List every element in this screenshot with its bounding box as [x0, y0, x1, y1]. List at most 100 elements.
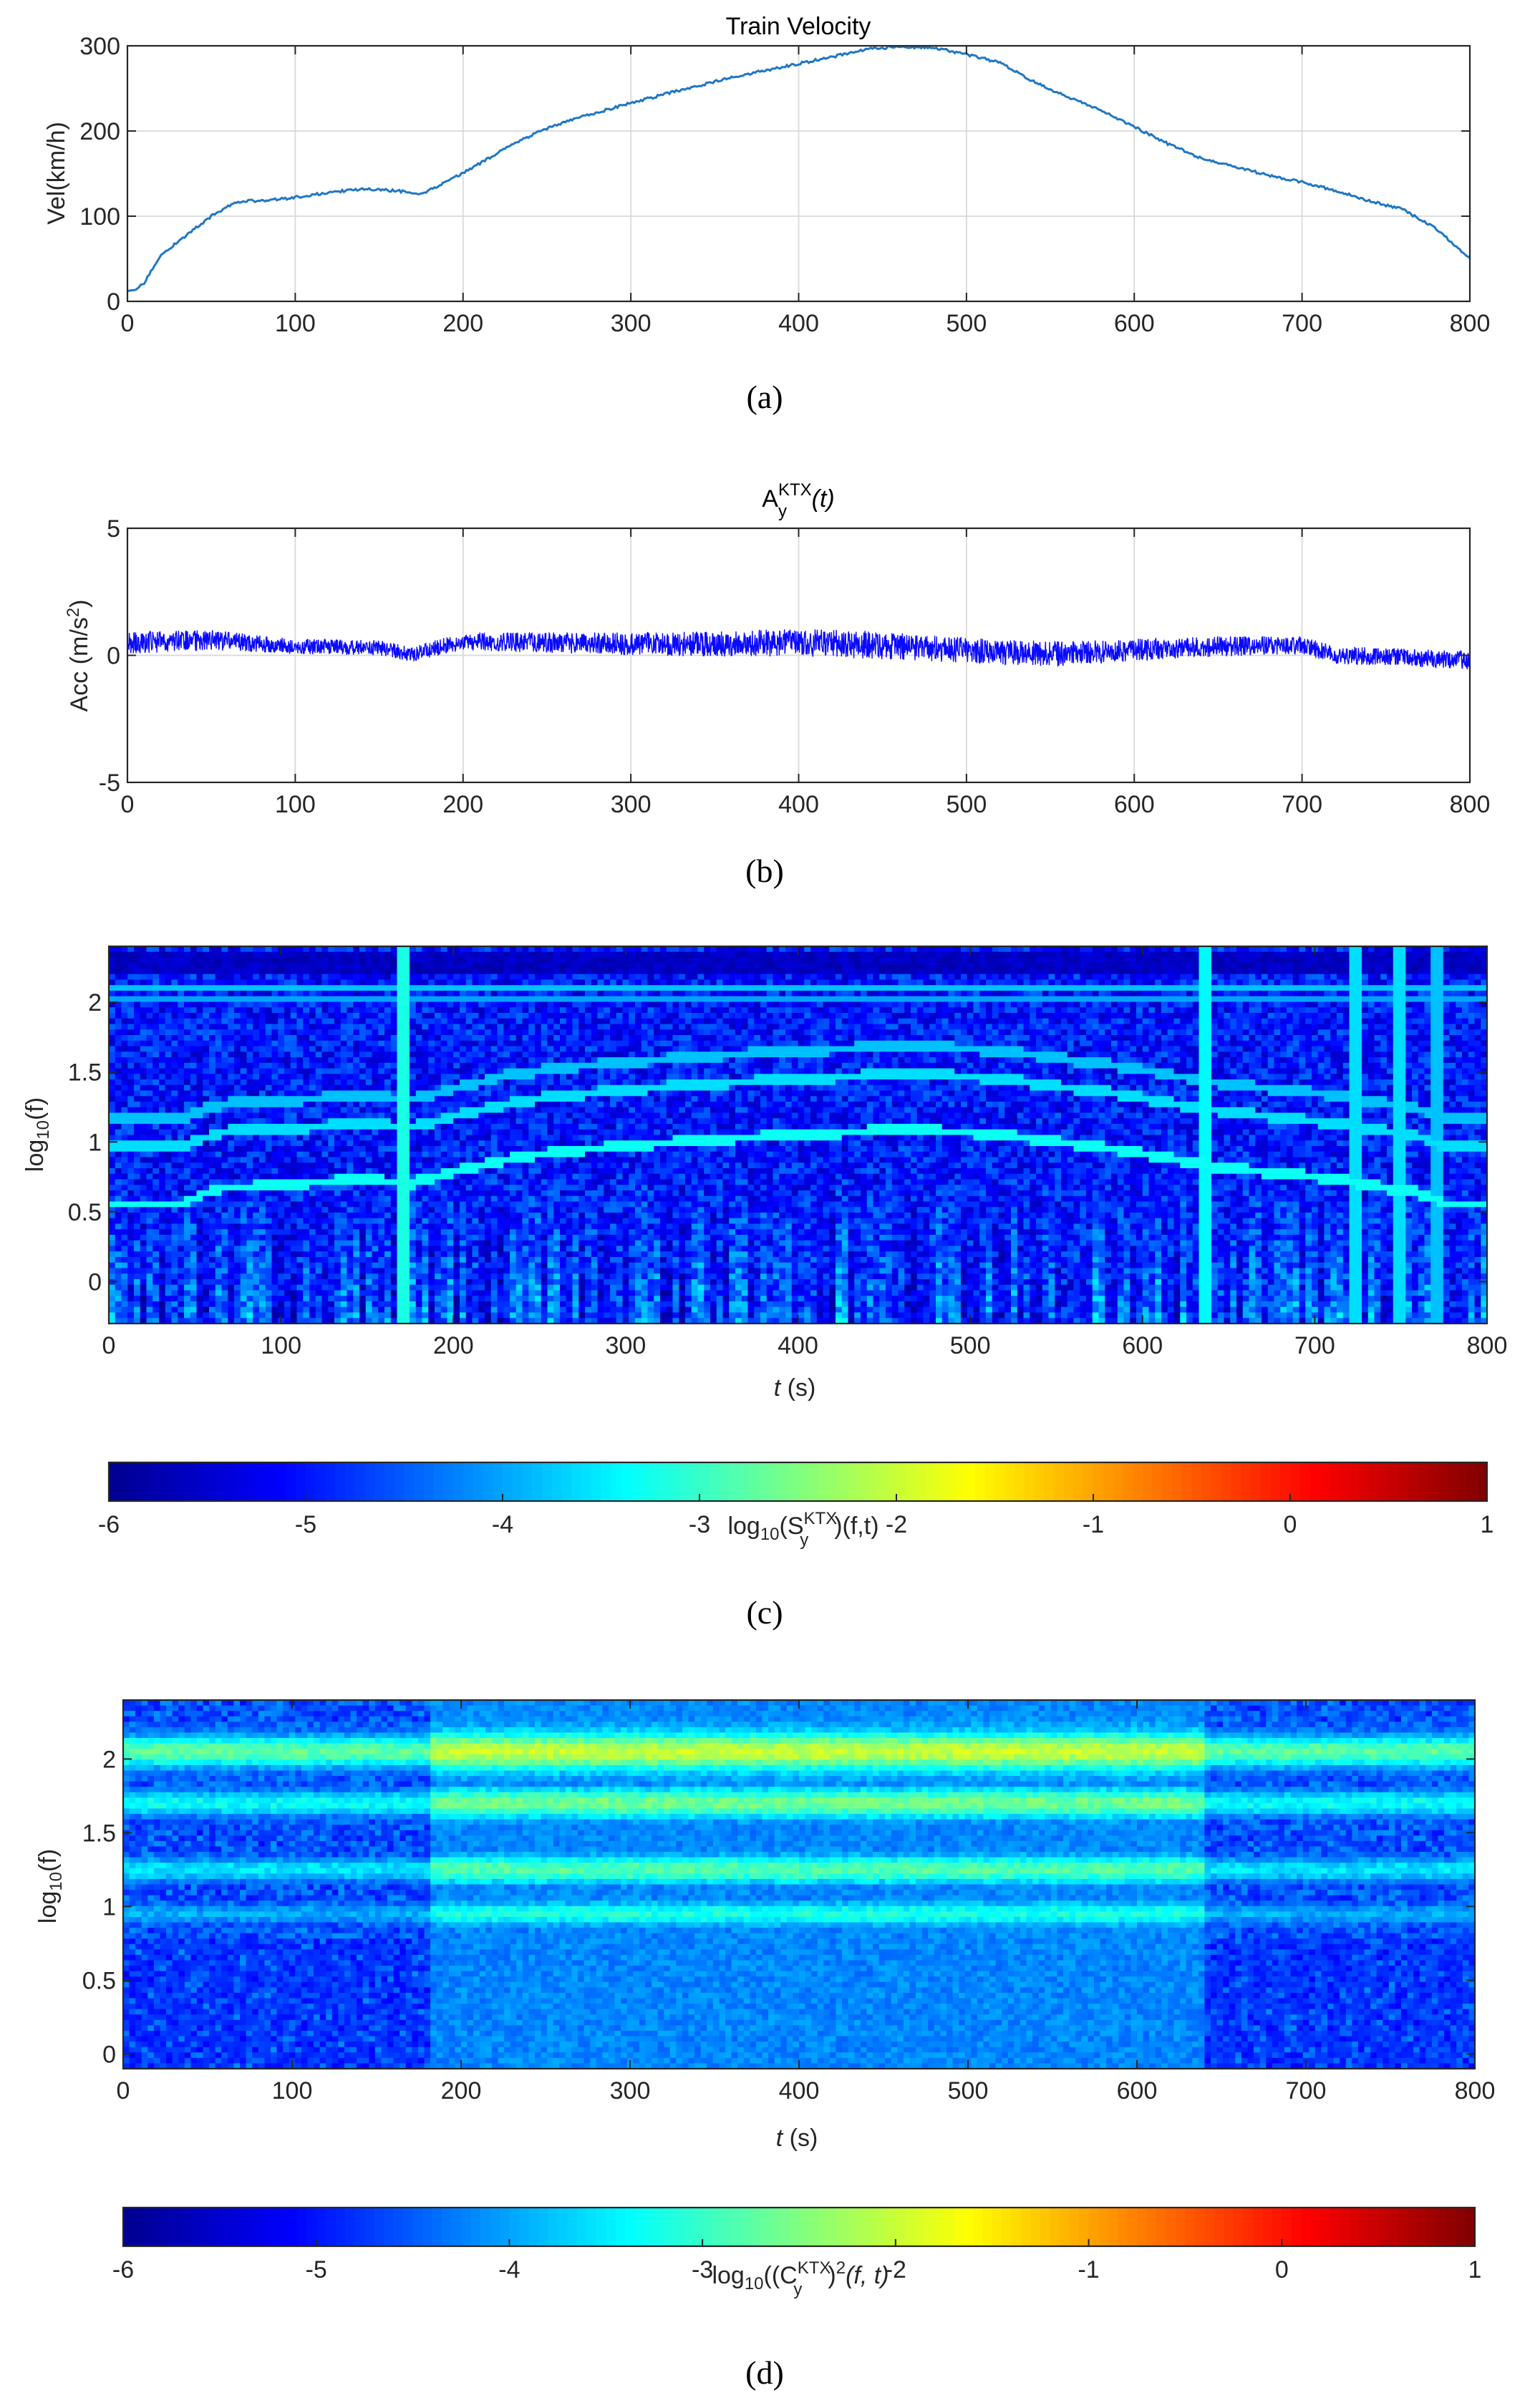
heatmap-cell: [491, 1007, 498, 1013]
heatmap-cell: [1186, 1052, 1193, 1057]
heatmap-cell: [528, 974, 535, 980]
heatmap-cell: [259, 1029, 266, 1035]
heatmap-cell: [1375, 1047, 1381, 1052]
heatmap-cell: [1004, 996, 1011, 1002]
heatmap-cell: [667, 991, 673, 996]
heatmap-cell: [122, 985, 128, 991]
heatmap-cell: [986, 1013, 992, 1019]
heatmap-cell: [1099, 952, 1105, 958]
heatmap-cell: [353, 968, 359, 974]
heatmap-cell: [1468, 1057, 1475, 1063]
heatmap-cell: [1287, 968, 1293, 974]
heatmap-cell: [717, 980, 723, 986]
heatmap-cell: [641, 996, 648, 1002]
heatmap-cell: [967, 991, 974, 996]
heatmap-cell: [553, 952, 560, 958]
heatmap-cell: [1042, 1041, 1049, 1047]
heatmap-cell: [216, 963, 222, 968]
heatmap-cell: [1030, 958, 1036, 963]
heatmap-cell: [641, 958, 648, 963]
heatmap-cell: [1193, 1063, 1199, 1069]
heatmap-cell: [1236, 1019, 1243, 1024]
heatmap-cell: [785, 996, 792, 1002]
heatmap-cell: [152, 996, 159, 1002]
heatmap-cell: [1393, 1035, 1400, 1041]
heatmap-cell: [867, 1013, 873, 1019]
heatmap-cell: [410, 996, 416, 1002]
heatmap-cell: [904, 1047, 911, 1052]
heatmap-cell: [892, 1029, 899, 1035]
heatmap-cell: [836, 991, 842, 996]
heatmap-cell: [685, 1063, 692, 1069]
heatmap-cell: [353, 1047, 359, 1052]
heatmap-cell: [428, 1041, 435, 1047]
heatmap-cell: [760, 1047, 767, 1052]
heatmap-cell: [1456, 996, 1462, 1002]
heatmap-cell: [1174, 1063, 1181, 1069]
heatmap-cell: [403, 980, 410, 986]
heatmap-cell: [134, 963, 140, 968]
heatmap-cell: [416, 1057, 422, 1063]
heatmap-cell: [704, 1019, 710, 1024]
heatmap-cell: [685, 1035, 692, 1041]
heatmap-cell: [234, 946, 241, 952]
heatmap-cell: [854, 952, 861, 958]
heatmap-cell: [1074, 1063, 1080, 1069]
heatmap-cell: [328, 1041, 334, 1047]
heatmap-cell: [234, 985, 241, 991]
heatmap-cell: [234, 1069, 241, 1074]
heatmap-cell: [209, 1007, 216, 1013]
heatmap-cell: [685, 946, 692, 952]
heatmap-cell: [453, 991, 460, 996]
heatmap-cell: [228, 1002, 234, 1008]
heatmap-cell: [1004, 1035, 1011, 1041]
heatmap-cell: [573, 1035, 579, 1041]
heatmap-cell: [1280, 1057, 1287, 1063]
heatmap-cell: [109, 1019, 115, 1024]
heatmap-cell: [604, 958, 610, 963]
heatmap-cell: [460, 1013, 466, 1019]
heatmap-cell: [1186, 1013, 1193, 1019]
heatmap-cell: [140, 1052, 147, 1057]
heatmap-cell: [1211, 1047, 1218, 1052]
heatmap-cell: [1293, 968, 1299, 974]
heatmap-cell: [473, 1019, 479, 1024]
heatmap-cell: [1230, 1024, 1236, 1030]
heatmap-cell: [654, 1013, 660, 1019]
heatmap-cell: [403, 1013, 410, 1019]
heatmap-cell: [1086, 946, 1093, 952]
heatmap-cell: [1343, 1002, 1350, 1008]
heatmap-cell: [1274, 1057, 1281, 1063]
heatmap-cell: [416, 1041, 422, 1047]
heatmap-cell: [836, 1019, 842, 1024]
heatmap-cell: [924, 1057, 930, 1063]
heatmap-cell: [1111, 1019, 1118, 1024]
heatmap-cell: [566, 1007, 573, 1013]
heatmap-cell: [892, 946, 899, 952]
heatmap-cell: [573, 958, 579, 963]
heatmap-cell: [899, 1035, 905, 1041]
heatmap-cell: [1017, 985, 1024, 991]
heatmap-cell: [1312, 1013, 1318, 1019]
heatmap-cell: [159, 968, 165, 974]
heatmap-cell: [266, 991, 272, 996]
heatmap-cell: [1061, 952, 1067, 958]
heatmap-cell: [1136, 1063, 1143, 1069]
heatmap-cell: [1405, 963, 1412, 968]
heatmap-cell: [1312, 1063, 1318, 1069]
heatmap-cell: [1393, 1057, 1400, 1063]
heatmap-cell: [1105, 946, 1111, 952]
heatmap-cell: [892, 1035, 899, 1041]
heatmap-cell: [303, 963, 309, 968]
heatmap-cell: [754, 1029, 760, 1035]
heatmap-cell: [1017, 1063, 1024, 1069]
heatmap-cell: [334, 980, 341, 986]
heatmap-cell: [328, 1029, 334, 1035]
heatmap-cell: [1255, 1052, 1262, 1057]
heatmap-cell: [723, 980, 730, 986]
heatmap-cell: [353, 1041, 359, 1047]
heatmap-cell: [1086, 1063, 1093, 1069]
heatmap-cell: [391, 974, 397, 980]
heatmap-cell: [127, 1063, 134, 1069]
heatmap-cell: [842, 1002, 848, 1008]
